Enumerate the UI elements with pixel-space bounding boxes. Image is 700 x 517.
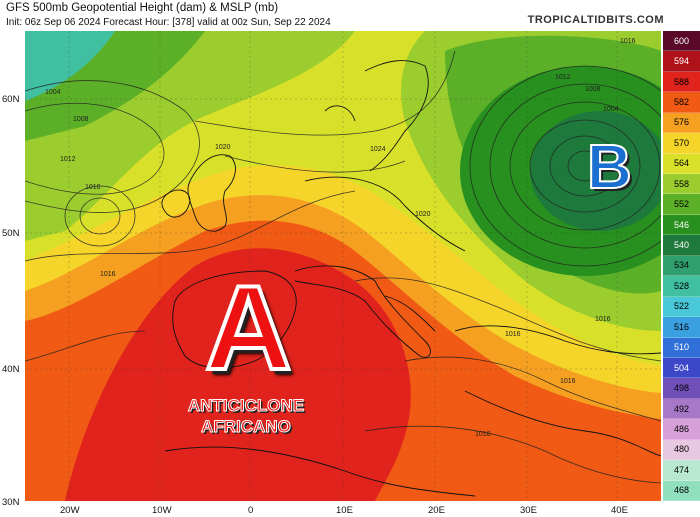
legend-swatch: 588 [663, 71, 700, 93]
legend-swatch: 522 [663, 296, 700, 318]
legend-swatch: 534 [663, 255, 700, 277]
lon-label: 40E [611, 505, 628, 516]
isobar-label: 1016 [85, 184, 101, 191]
lon-label: 30E [520, 505, 537, 516]
isobar-label: 1008 [73, 116, 89, 123]
low-pressure-marker: B [586, 133, 633, 202]
lon-label: 10E [336, 505, 353, 516]
legend-swatch: 546 [663, 214, 700, 236]
legend-swatch: 552 [663, 194, 700, 215]
legend-swatch: 576 [663, 112, 700, 134]
weather-map: 1004 1008 1012 1016 1020 1024 1004 1008 … [25, 31, 661, 501]
legend-swatch: 600 [663, 31, 700, 52]
isobar-label: 1016 [475, 431, 491, 438]
legend-swatch: 582 [663, 92, 700, 113]
isobar-label: 1012 [60, 156, 76, 163]
isobar-label: 1004 [603, 106, 619, 113]
legend-swatch: 486 [663, 419, 700, 440]
height-field: 1004 1008 1012 1016 1020 1024 1004 1008 … [25, 31, 661, 501]
legend-swatch: 564 [663, 153, 700, 175]
isobar-label: 1008 [585, 86, 601, 93]
isobar-label: 1016 [100, 271, 116, 278]
lon-label: 20E [428, 505, 445, 516]
brand-watermark: TROPICALTIDBITS.COM [527, 14, 664, 26]
legend-swatch: 492 [663, 398, 700, 420]
legend-swatch: 558 [663, 174, 700, 195]
legend-swatch: 570 [663, 133, 700, 154]
color-scale-legend: 600 594 588 582 576 570 564 558 552 546 540 534 528 5… [663, 31, 700, 501]
high-pressure-marker: A [203, 261, 294, 395]
anticyclone-annotation: ANTICICLONE AFRICANO [170, 395, 322, 437]
isobar-label: 1004 [45, 89, 61, 96]
isobar-label: 1020 [415, 211, 431, 218]
legend-swatch: 474 [663, 460, 700, 481]
legend-swatch: 516 [663, 317, 700, 338]
isobar-label: 1016 [595, 316, 611, 323]
legend-swatch: 528 [663, 276, 700, 297]
legend-swatch: 480 [663, 439, 700, 461]
annotation-line-1: ANTICICLONE [187, 396, 305, 416]
isobar-label: 1020 [215, 144, 231, 151]
lat-label: 50N [2, 228, 20, 239]
legend-swatch: 540 [663, 235, 700, 256]
isobar-label: 1016 [560, 378, 576, 385]
lat-label: 40N [2, 364, 20, 375]
chart-subtitle: Init: 06z Sep 06 2024 Forecast Hour: [37… [6, 17, 331, 28]
isobar-label: 1024 [370, 146, 386, 153]
isobar-label: 1016 [505, 331, 521, 338]
lon-label: 0 [248, 505, 254, 516]
lat-label: 60N [2, 94, 20, 105]
chart-title: GFS 500mb Geopotential Height (dam) & MS… [6, 2, 279, 14]
legend-swatch: 468 [663, 480, 700, 501]
legend-swatch: 498 [663, 378, 700, 399]
legend-swatch: 510 [663, 337, 700, 358]
lon-label: 20W [60, 505, 80, 516]
legend-swatch: 594 [663, 51, 700, 72]
lon-label: 10W [152, 505, 172, 516]
isobar-label: 1016 [620, 38, 636, 45]
annotation-line-2: AFRICANO [201, 417, 292, 437]
legend-swatch: 504 [663, 357, 700, 379]
isobar-label: 1012 [555, 74, 571, 81]
lat-label: 30N [2, 497, 20, 508]
